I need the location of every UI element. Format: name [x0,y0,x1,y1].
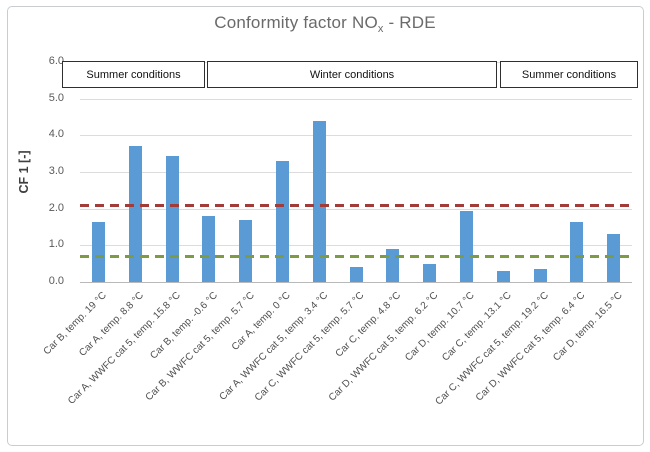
gridline [80,172,632,173]
x-axis-baseline [80,282,632,283]
condition-band-winter: Winter conditions [207,61,497,88]
bar-14 [570,221,584,282]
x-category-label-2: Car A, temp. 8.8 °C [77,290,146,359]
x-category-label-15: Car D, temp. 16.5 °C [550,290,625,364]
bar-4 [202,216,216,282]
y-tick-label: 0.0 [48,275,64,287]
chart-title-main: Conformity factor NO [214,13,378,32]
y-tick-label: 5.0 [48,91,64,104]
x-category-label-4: Car B, temp. -0.6 °C [148,290,220,362]
chart-title: Conformity factor NOx - RDE [0,13,650,35]
y-tick-label: 3.0 [48,165,64,177]
x-category-label-11: Car D, temp. 10.7 °C [403,290,478,364]
bar-10 [423,263,437,282]
y-tick-label: 4.0 [48,128,64,141]
gridline [80,245,632,247]
lower-limit-line [80,254,632,258]
x-category-label-9: Car C, temp. 4.8 °C [334,290,404,360]
bar-2 [128,146,142,282]
bar-1 [91,221,105,282]
y-tick-label: 6.0 [48,55,64,67]
gridline [80,135,632,137]
bar-11 [459,210,473,282]
x-category-label-12: Car C, temp. 13.1 °C [440,290,514,364]
bar-8 [349,267,363,282]
bar-7 [312,120,326,282]
bar-3 [165,155,179,282]
chart-title-subscript: x [377,23,384,35]
condition-band-summer-left: Summer conditions [62,61,205,88]
chart-title-suffix: - RDE [383,13,436,32]
bar-6 [275,161,289,282]
bar-13 [533,269,547,282]
y-axis-title: CF 1 [-] [17,150,31,194]
condition-band-label: Summer conditions [521,68,617,81]
gridline [80,208,632,210]
bar-15 [607,234,621,282]
condition-band-label: Summer conditions [86,68,181,81]
x-category-label-1: Car B, temp. 19 °C [41,290,110,358]
upper-limit-line [80,203,632,207]
y-tick-label: 1.0 [48,238,64,251]
condition-band-summer-right: Summer conditions [500,61,638,88]
bar-5 [239,219,253,282]
y-tick-label: 2.0 [48,201,64,214]
condition-band-label: Winter conditions [309,68,395,81]
gridline [80,98,632,100]
bar-12 [496,271,510,282]
